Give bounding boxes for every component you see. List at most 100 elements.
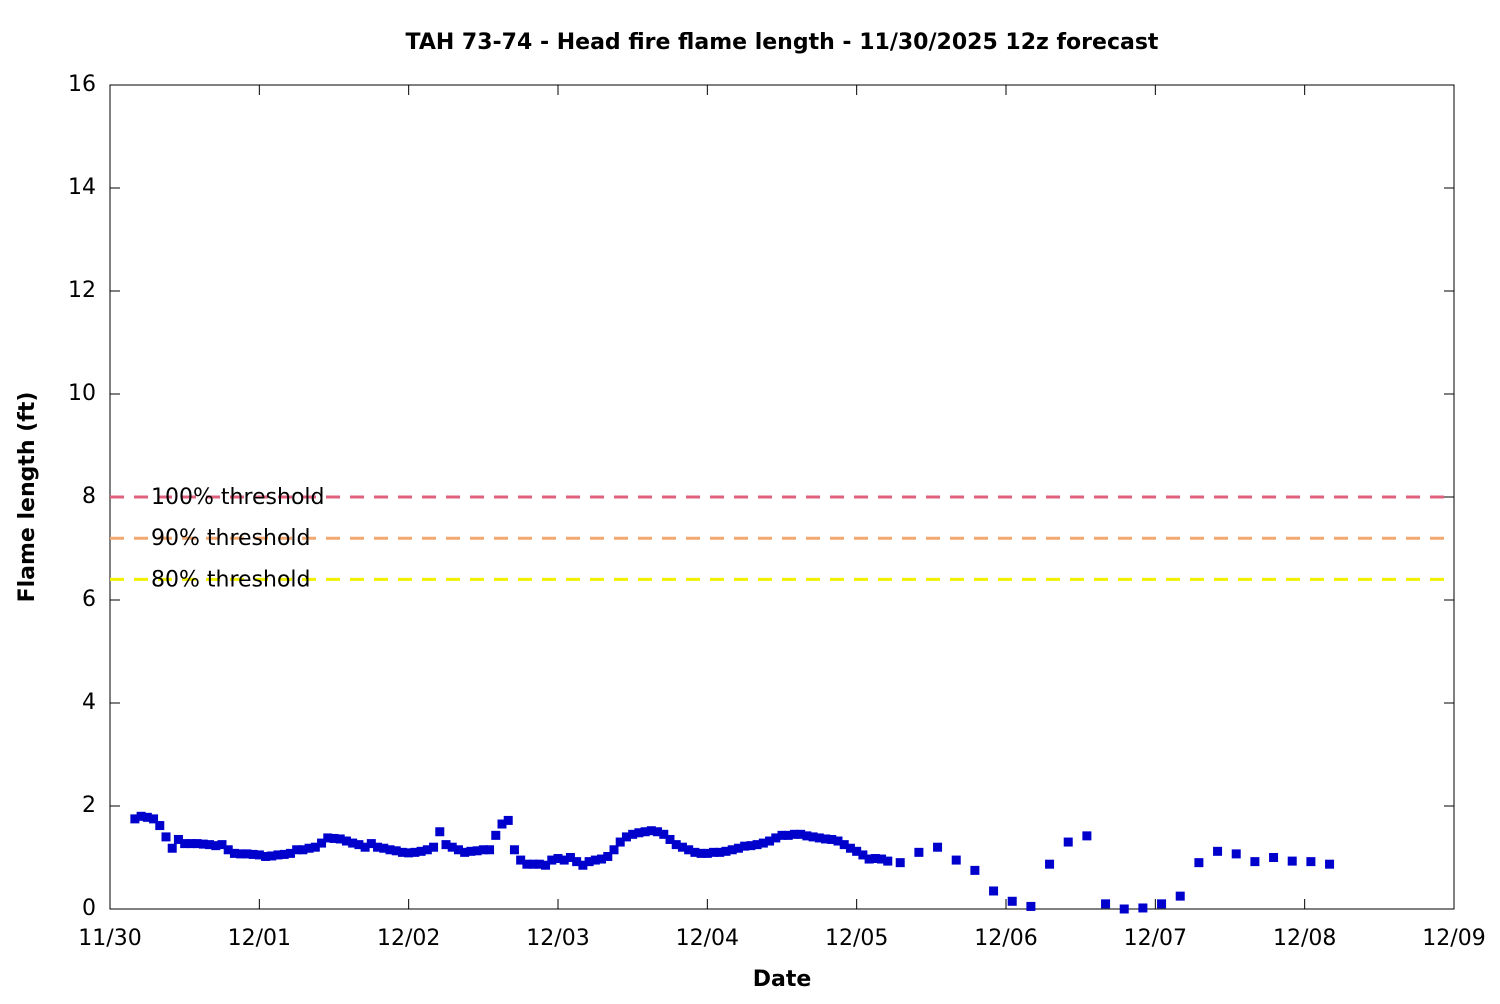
data-point <box>590 855 600 865</box>
x-tick-label: 12/04 <box>676 926 739 951</box>
data-point <box>715 847 725 857</box>
data-point <box>1045 859 1055 869</box>
data-point <box>198 839 208 849</box>
data-point <box>1063 837 1073 847</box>
data-point <box>559 855 569 865</box>
data-point <box>783 830 793 840</box>
data-point <box>142 812 152 822</box>
y-tick-label: 12 <box>68 278 96 303</box>
data-point <box>597 854 607 864</box>
data-point <box>354 840 364 850</box>
data-point <box>640 827 650 837</box>
data-point <box>534 859 544 869</box>
data-point <box>267 851 277 861</box>
data-point <box>777 830 787 840</box>
data-point <box>341 836 351 846</box>
data-point <box>628 829 638 839</box>
data-point <box>192 839 202 849</box>
data-point <box>485 845 495 855</box>
data-point <box>509 845 519 855</box>
data-point <box>547 855 557 865</box>
data-point <box>895 858 905 868</box>
data-point <box>360 842 370 852</box>
data-point <box>845 843 855 853</box>
data-point <box>385 845 395 855</box>
data-point <box>335 834 345 844</box>
x-tick-label: 12/01 <box>228 926 291 951</box>
data-point <box>839 840 849 850</box>
data-point <box>447 842 457 852</box>
data-point <box>1119 904 1129 914</box>
threshold-label: 90% threshold <box>151 526 311 551</box>
data-point <box>765 836 775 846</box>
threshold-label: 100% threshold <box>151 485 325 510</box>
data-point <box>1325 859 1335 869</box>
data-point <box>217 840 227 850</box>
data-point <box>733 843 743 853</box>
data-point <box>752 840 762 850</box>
data-point <box>609 845 619 855</box>
data-point <box>472 846 482 856</box>
x-tick-label: 12/08 <box>1273 926 1336 951</box>
data-point <box>877 854 887 864</box>
data-point <box>1287 856 1297 866</box>
data-point <box>653 827 663 837</box>
data-point <box>989 886 999 896</box>
data-point <box>323 833 333 843</box>
data-point <box>727 845 737 855</box>
data-point <box>391 846 401 856</box>
data-point <box>167 843 177 853</box>
data-point <box>709 847 719 857</box>
data-point <box>671 840 681 850</box>
data-point <box>261 851 271 861</box>
data-point <box>503 815 513 825</box>
data-point <box>1250 857 1260 867</box>
y-axis-label: Flame length (ft) <box>15 392 40 603</box>
data-point <box>883 856 893 866</box>
data-point <box>553 854 563 864</box>
data-point <box>696 848 706 858</box>
data-point <box>690 847 700 857</box>
data-point <box>659 829 669 839</box>
data-point <box>466 846 476 856</box>
data-point <box>522 859 532 869</box>
data-point <box>242 849 252 859</box>
data-point <box>933 842 943 852</box>
data-point <box>578 860 588 870</box>
y-tick-label: 8 <box>82 484 96 509</box>
data-point <box>1026 901 1036 911</box>
data-point <box>229 848 239 858</box>
data-point <box>789 829 799 839</box>
data-point <box>516 855 526 865</box>
data-point <box>155 821 165 831</box>
x-axis-label: Date <box>753 967 812 992</box>
data-point <box>180 839 190 849</box>
data-point <box>236 849 246 859</box>
data-point <box>1101 899 1111 909</box>
chart-title: TAH 73-74 - Head fire flame length - 11/… <box>406 30 1159 55</box>
data-point <box>348 838 358 848</box>
data-point <box>541 860 551 870</box>
data-point <box>827 834 837 844</box>
data-point <box>279 849 289 859</box>
data-point <box>205 840 215 850</box>
data-point <box>1213 846 1223 856</box>
data-point <box>1082 831 1092 841</box>
data-point <box>646 826 656 836</box>
data-point <box>149 814 159 824</box>
data-point <box>422 845 432 855</box>
data-point <box>1194 858 1204 868</box>
data-point <box>1175 891 1185 901</box>
data-point <box>397 847 407 857</box>
data-point <box>771 833 781 843</box>
data-point <box>329 833 339 843</box>
data-point <box>1138 903 1148 913</box>
data-point <box>441 840 451 850</box>
data-point <box>173 834 183 844</box>
data-point <box>429 842 439 852</box>
data-point <box>615 837 625 847</box>
data-point <box>460 847 470 857</box>
data-point <box>130 814 140 824</box>
data-point <box>528 859 538 869</box>
